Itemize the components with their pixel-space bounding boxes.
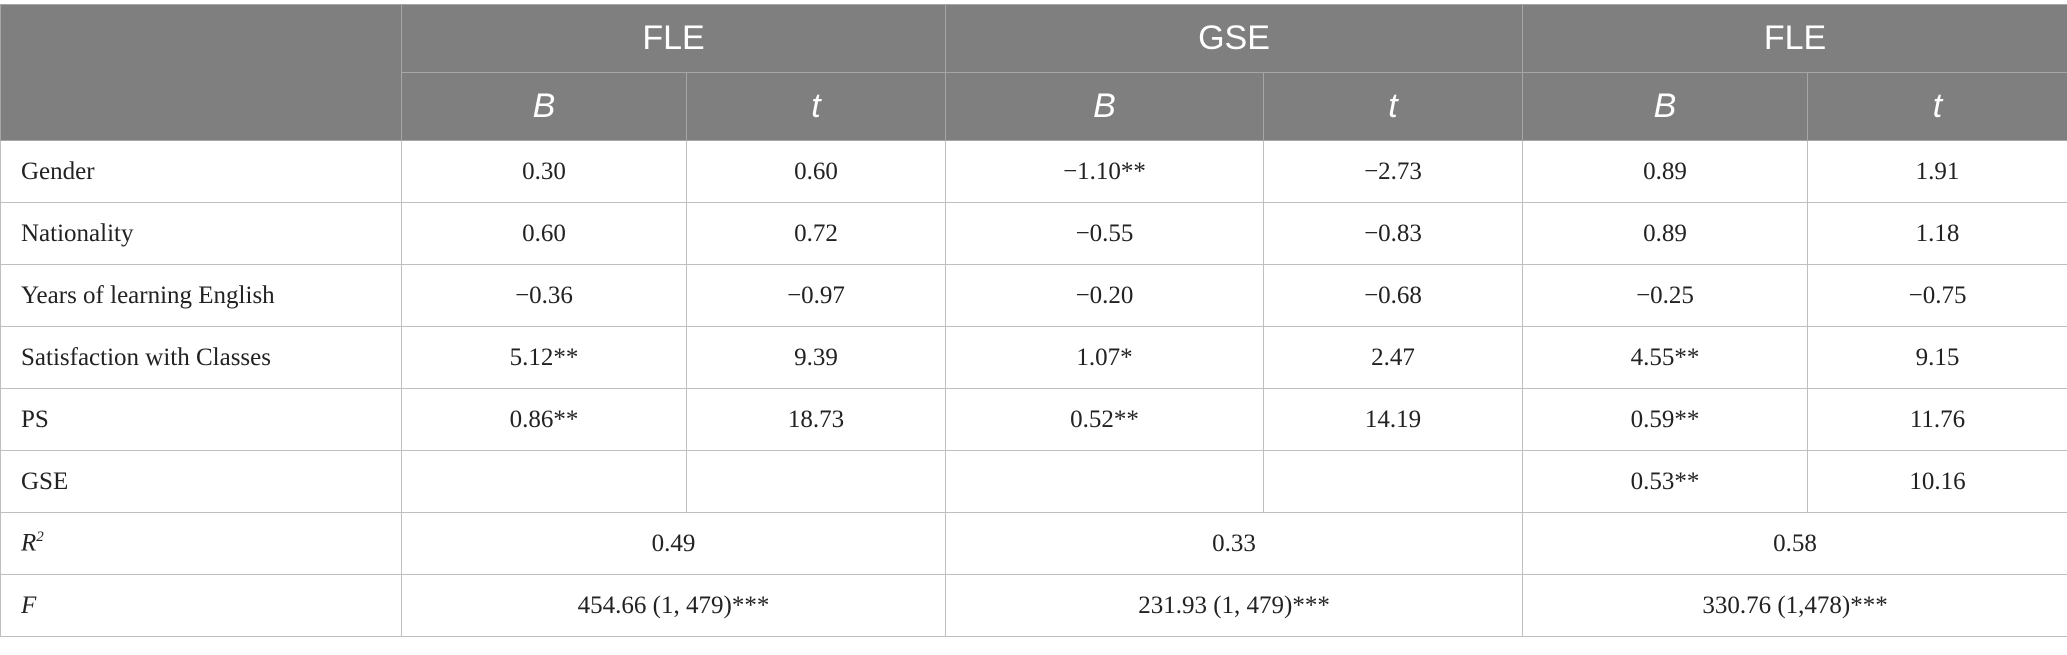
header-group-fle-2: FLE [1522, 4, 2067, 73]
summary-cell: 330.76 (1,478)*** [1522, 574, 2067, 637]
header-sub-t: t [1263, 72, 1524, 141]
table-cell: 1.18 [1807, 202, 2067, 265]
table-cell: 0.60 [401, 202, 687, 265]
header-sub-b: B [945, 72, 1265, 141]
header-group-fle-1: FLE [400, 4, 947, 73]
superscript: 2 [36, 529, 44, 546]
summary-cell: 0.58 [1522, 512, 2067, 575]
table-cell: −0.97 [685, 264, 947, 327]
r-symbol: R [21, 529, 37, 557]
table-cell: 18.73 [685, 388, 947, 451]
row-label: Satisfaction with Classes [0, 326, 402, 389]
table-cell: −0.36 [401, 264, 687, 327]
table-cell: 0.72 [685, 202, 947, 265]
table-row: Years of learning English −0.36 −0.97 −0… [0, 264, 2067, 327]
table-cell: 4.55** [1522, 326, 1809, 389]
table-cell: −0.75 [1807, 264, 2067, 327]
header-sub-t: t [685, 72, 947, 141]
table-cell [945, 450, 1265, 513]
table-cell: −0.25 [1522, 264, 1809, 327]
header-corner [0, 4, 402, 141]
table-cell: 5.12** [401, 326, 687, 389]
table-cell: −0.20 [945, 264, 1265, 327]
table-cell: 2.47 [1263, 326, 1524, 389]
table-cell: −0.55 [945, 202, 1265, 265]
row-label: Nationality [0, 202, 402, 265]
table-cell: 0.52** [945, 388, 1265, 451]
header-sub-b: B [401, 72, 687, 141]
table-cell: 1.91 [1807, 140, 2067, 203]
summary-row-f: F 454.66 (1, 479)*** 231.93 (1, 479)*** … [0, 574, 2067, 637]
table-cell: 9.15 [1807, 326, 2067, 389]
summary-cell: 231.93 (1, 479)*** [945, 574, 1524, 637]
table-cell: 0.86** [401, 388, 687, 451]
table-row: PS 0.86** 18.73 0.52** 14.19 0.59** 11.7… [0, 388, 2067, 451]
table-cell: 0.53** [1522, 450, 1809, 513]
table-cell [401, 450, 687, 513]
table-row: Nationality 0.60 0.72 −0.55 −0.83 0.89 1… [0, 202, 2067, 265]
table-cell: −0.83 [1263, 202, 1524, 265]
table-row: Satisfaction with Classes 5.12** 9.39 1.… [0, 326, 2067, 389]
table-cell: 10.16 [1807, 450, 2067, 513]
row-label: PS [0, 388, 402, 451]
row-label-r-squared: R2 [0, 512, 402, 575]
header-sub-row: B t B t B t [1, 72, 2067, 141]
table-cell: 1.07* [945, 326, 1265, 389]
table-cell: 14.19 [1263, 388, 1524, 451]
summary-row-r-squared: R2 0.49 0.33 0.58 [0, 512, 2067, 575]
table-cell: 0.59** [1522, 388, 1809, 451]
row-label-f: F [0, 574, 402, 637]
table-cell: −0.68 [1263, 264, 1524, 327]
row-label: Gender [0, 140, 402, 203]
table-cell: 0.89 [1522, 140, 1809, 203]
table-row: Gender 0.30 0.60 −1.10** −2.73 0.89 1.91 [0, 140, 2067, 203]
summary-cell: 0.33 [945, 512, 1524, 575]
summary-cell: 0.49 [400, 512, 947, 575]
table-cell: 0.60 [685, 140, 947, 203]
table-cell: −1.10** [945, 140, 1265, 203]
header-sub-b: B [1522, 72, 1809, 141]
table-cell: 0.30 [401, 140, 687, 203]
table-cell [685, 450, 947, 513]
regression-table: FLE GSE FLE B t B t B t Gender 0.30 0.60… [0, 4, 2067, 637]
header-sub-t: t [1807, 72, 2067, 141]
summary-cell: 454.66 (1, 479)*** [400, 574, 947, 637]
row-label: Years of learning English [0, 264, 402, 327]
table-cell: −2.73 [1263, 140, 1524, 203]
table-cell: 9.39 [685, 326, 947, 389]
table-cell: 11.76 [1807, 388, 2067, 451]
header-group-row: FLE GSE FLE [0, 4, 2067, 141]
table-cell: 0.89 [1522, 202, 1809, 265]
table-cell [1263, 450, 1524, 513]
table-row: GSE 0.53** 10.16 [0, 450, 2067, 513]
row-label: GSE [0, 450, 402, 513]
header-group-gse: GSE [945, 4, 1524, 73]
